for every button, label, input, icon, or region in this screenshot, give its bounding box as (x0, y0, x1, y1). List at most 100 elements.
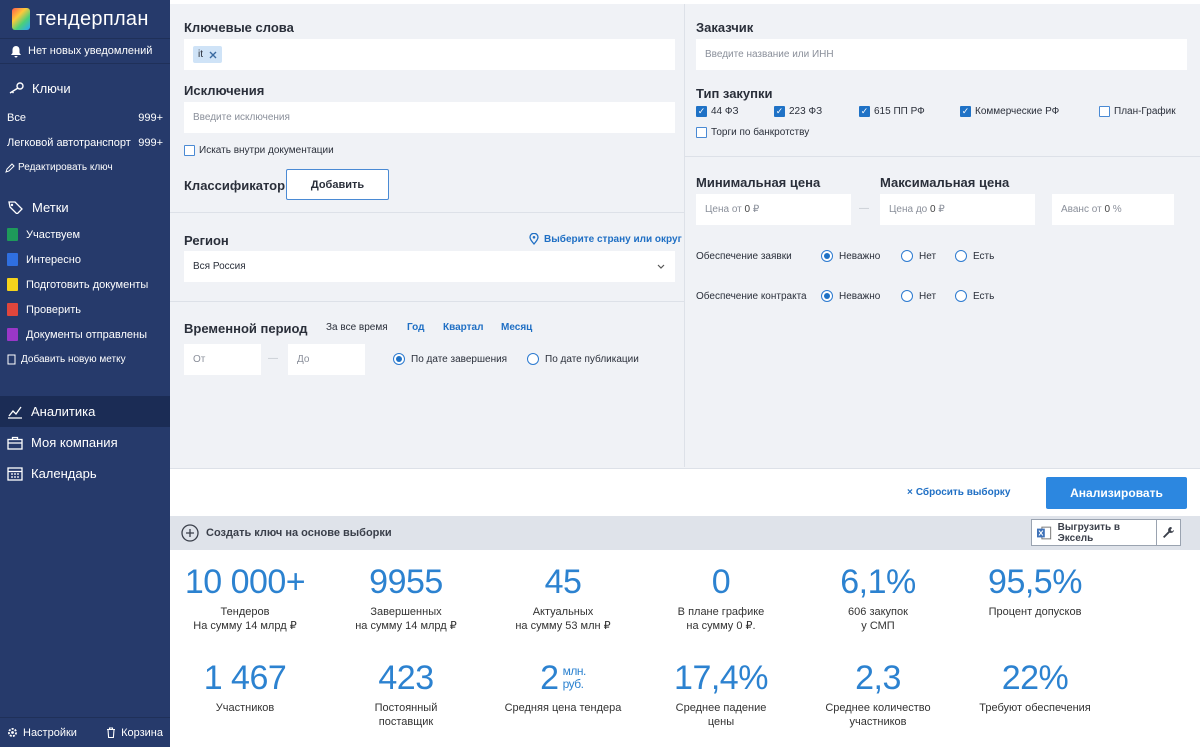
by-end-date-radio[interactable]: По дате завершения (393, 353, 507, 365)
tag-color-icon (7, 253, 18, 266)
edit-key-link[interactable]: Редактировать ключ (0, 155, 170, 180)
checkbox-box[interactable]: ✓ (960, 106, 971, 117)
radio-circle[interactable] (901, 290, 913, 302)
keys-section[interactable]: Ключи (0, 71, 170, 105)
radio-circle[interactable] (821, 290, 833, 302)
purchase-615pp-checkbox[interactable]: ✓ 615 ПП РФ (859, 106, 925, 117)
period-all-time[interactable]: За все время (326, 322, 388, 333)
tag-item[interactable]: Документы отправлены (0, 322, 170, 347)
add-tag-link[interactable]: Добавить новую метку (0, 347, 170, 372)
purchase-223fz-checkbox[interactable]: ✓ 223 ФЗ (774, 106, 822, 117)
checkbox-box[interactable] (184, 145, 195, 156)
stat-label: Завершенных (370, 606, 442, 618)
stat-value: 2,3 (855, 659, 901, 697)
bid-security-no-radio[interactable]: Нет (901, 250, 936, 262)
contract-security-yes-radio[interactable]: Есть (955, 290, 994, 302)
edit-key-label: Редактировать ключ (18, 162, 113, 173)
customer-placeholder: Введите название или ИНН (705, 49, 834, 60)
customer-input[interactable]: Введите название или ИНН (696, 39, 1187, 70)
trash-label: Корзина (121, 726, 163, 739)
nav-label: Моя компания (31, 435, 118, 450)
create-key-link[interactable]: Создать ключ на основе выборки (181, 524, 392, 542)
purchase-bankruptcy-checkbox[interactable]: Торги по банкротству (696, 127, 809, 138)
export-excel-button[interactable]: Выгрузить в Эксель (1031, 519, 1157, 546)
tag-item[interactable]: Участвуем (0, 222, 170, 247)
contract-security-no-radio[interactable]: Нет (901, 290, 936, 302)
period-year[interactable]: Год (407, 322, 425, 333)
stat-security-required: 22% Требуют обеспечения (960, 660, 1110, 715)
settings-label: Настройки (23, 726, 77, 739)
keywords-input[interactable]: it (184, 39, 675, 70)
action-bar: × Сбросить выборку Анализировать (170, 468, 1200, 516)
by-end-label: По дате завершения (411, 353, 508, 365)
date-to-input[interactable]: До (288, 344, 365, 375)
keyword-chip[interactable]: it (193, 46, 222, 63)
period-quarter[interactable]: Квартал (443, 322, 484, 333)
price-from-input[interactable]: Цена от 0 ₽ (696, 194, 851, 225)
classifier-add-button[interactable]: Добавить (286, 169, 389, 200)
period-label: Временной период (184, 321, 308, 336)
stat-price-drop: 17,4% Среднее падение цены (646, 660, 796, 729)
checkbox-box[interactable] (696, 127, 707, 138)
nav-calendar[interactable]: Календарь (0, 458, 170, 489)
stat-value: 2 (540, 659, 559, 697)
region-link-label: Выберите страну или округ (544, 233, 682, 245)
bid-security-yes-radio[interactable]: Есть (955, 250, 994, 262)
tag-item[interactable]: Проверить (0, 297, 170, 322)
keys-title: Ключи (32, 80, 71, 96)
tags-section[interactable]: Метки (0, 192, 170, 222)
stat-label: Требуют обеспечения (979, 702, 1091, 714)
advance-input[interactable]: Аванс от 0 % (1052, 194, 1174, 225)
add-tag-icon (7, 354, 16, 365)
radio-circle[interactable] (527, 353, 539, 365)
region-dropdown[interactable]: Вся Россия (184, 251, 675, 282)
by-pub-date-radio[interactable]: По дате публикации (527, 353, 639, 365)
radio-circle[interactable] (821, 250, 833, 262)
contract-security-any-radio[interactable]: Неважно (821, 290, 880, 302)
tag-item[interactable]: Интересно (0, 247, 170, 272)
close-icon[interactable] (209, 51, 217, 59)
purchase-44fz-checkbox[interactable]: ✓ 44 ФЗ (696, 106, 739, 117)
key-item-all[interactable]: Все 999+ (0, 105, 170, 130)
key-item-cars[interactable]: Легковой автотранспорт 999+ (0, 130, 170, 155)
checkbox-box[interactable]: ✓ (774, 106, 785, 117)
radio-circle[interactable] (955, 250, 967, 262)
notifications[interactable]: Нет новых уведомлений (0, 38, 170, 64)
price-to-input[interactable]: Цена до 0 ₽ (880, 194, 1035, 225)
stat-sublabel: поставщик (378, 716, 434, 728)
checkbox-label: Коммерческие РФ (975, 106, 1060, 117)
reset-filters-link[interactable]: × Сбросить выборку (907, 487, 1010, 498)
purchase-commercial-checkbox[interactable]: ✓ Коммерческие РФ (960, 106, 1059, 117)
checkbox-box[interactable]: ✓ (859, 106, 870, 117)
chart-icon (8, 406, 22, 419)
purchase-plan-checkbox[interactable]: План-График (1099, 106, 1176, 117)
stat-label: Актуальных (532, 606, 594, 618)
advance-value: 0 (1104, 204, 1110, 215)
region-select-link[interactable]: Выберите страну или округ (529, 233, 682, 245)
calendar-icon (7, 467, 23, 481)
period-month[interactable]: Месяц (501, 322, 533, 333)
search-in-docs-checkbox[interactable]: Искать внутри документации (184, 145, 334, 156)
analyze-button[interactable]: Анализировать (1046, 477, 1187, 509)
checkbox-box[interactable] (1099, 106, 1110, 117)
nav-company[interactable]: Моя компания (0, 427, 170, 458)
logo[interactable]: тендерплан (0, 0, 170, 38)
tag-label: Документы отправлены (26, 328, 147, 341)
tag-item[interactable]: Подготовить документы (0, 272, 170, 297)
radio-circle[interactable] (901, 250, 913, 262)
bid-security-any-radio[interactable]: Неважно (821, 250, 880, 262)
date-to-placeholder: До (297, 354, 310, 365)
exclusions-input[interactable]: Введите исключения (184, 102, 675, 133)
checkbox-box[interactable]: ✓ (696, 106, 707, 117)
trash-link[interactable]: Корзина (106, 727, 163, 739)
settings-link[interactable]: Настройки (7, 727, 77, 739)
tag-label: Проверить (26, 303, 82, 316)
pencil-icon (5, 162, 15, 173)
date-from-input[interactable]: От (184, 344, 261, 375)
stat-unit: млн. (562, 664, 587, 678)
radio-circle[interactable] (955, 290, 967, 302)
nav-analytics[interactable]: Аналитика (0, 396, 170, 427)
radio-circle[interactable] (393, 353, 405, 365)
brand-name: тендерплан (36, 7, 149, 30)
settings-wrench-button[interactable] (1156, 519, 1181, 546)
